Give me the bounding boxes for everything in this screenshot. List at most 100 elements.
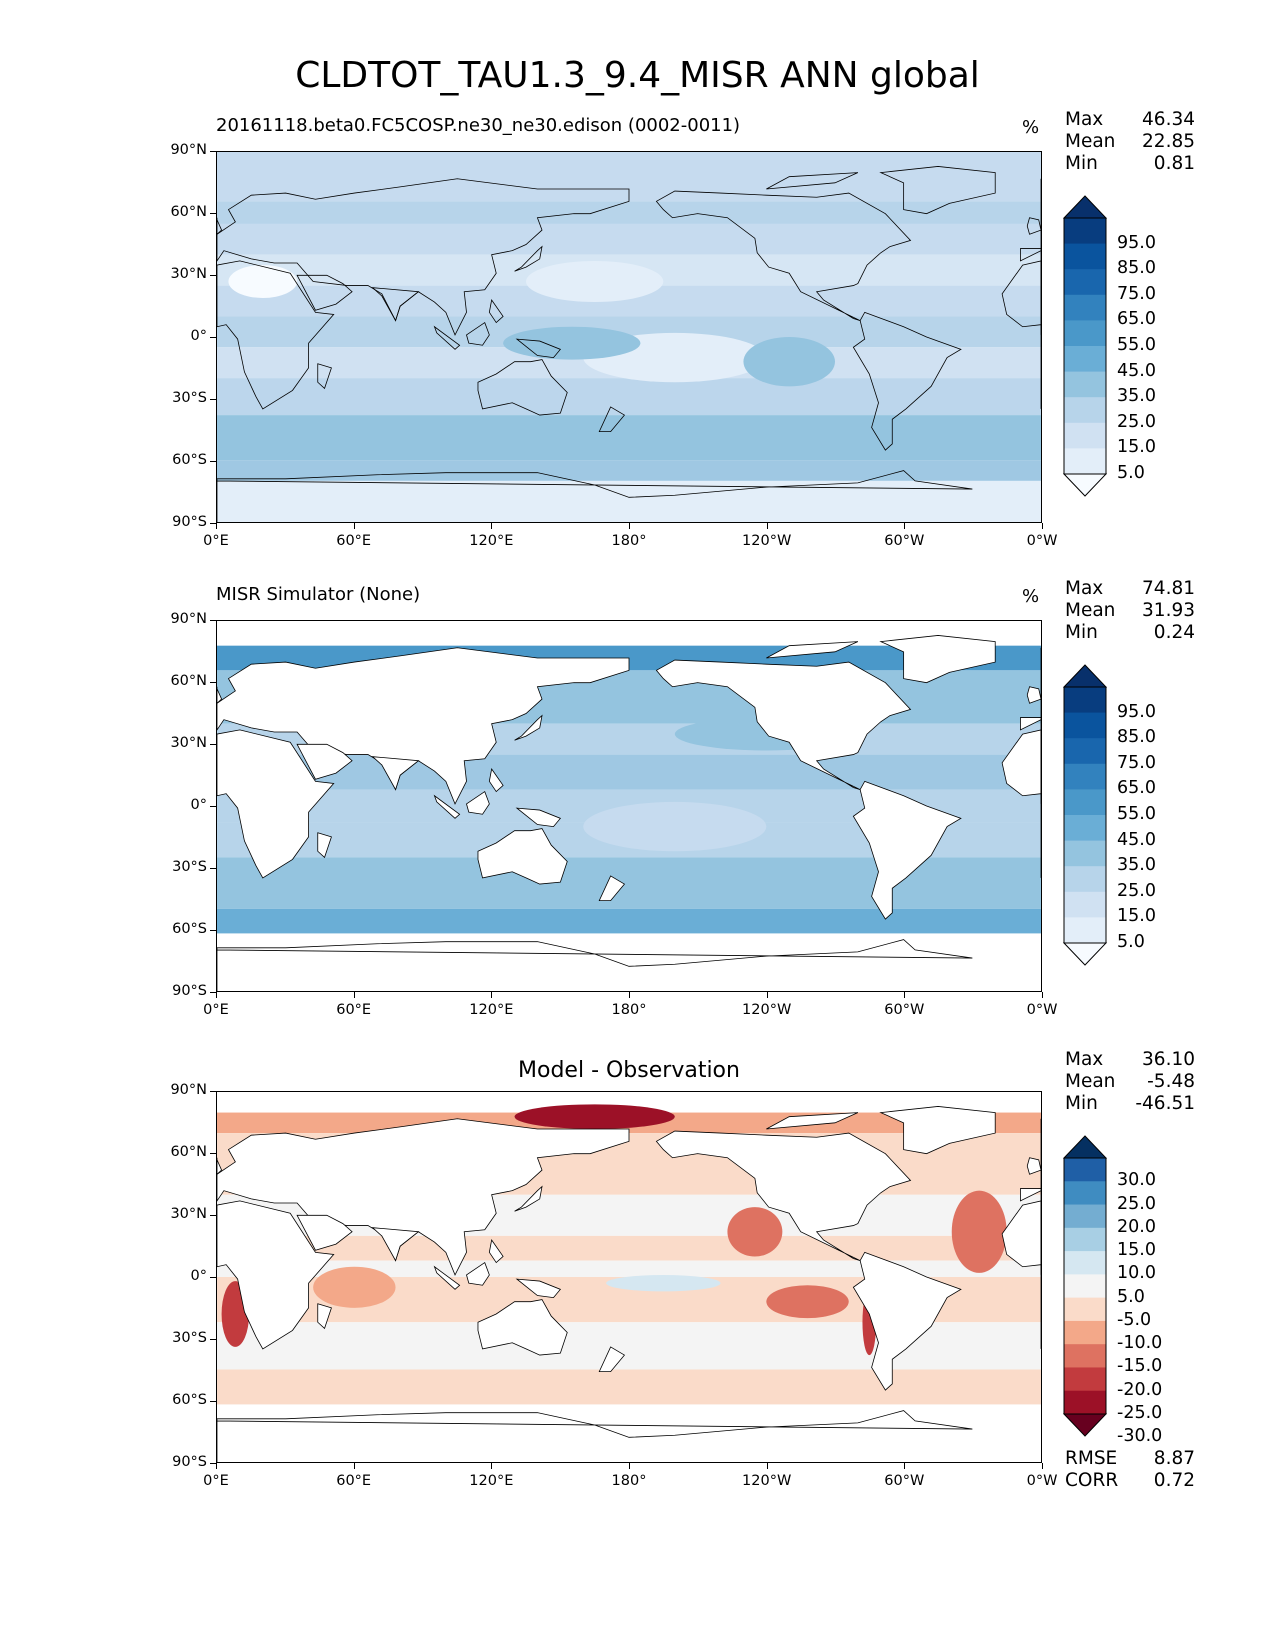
x-tick-label: 60°E: [336, 1473, 372, 1489]
colorbar-tick-label: -20.0: [1117, 1379, 1163, 1400]
coastline-japan: [514, 245, 543, 272]
y-tick-label: 60°N: [170, 673, 207, 689]
stat-value: 8.87: [1153, 1448, 1195, 1469]
colorbar-tick-label: 95.0: [1117, 701, 1156, 722]
colorbar-tick-label: -10.0: [1117, 1333, 1163, 1354]
stat-mean: Mean -5.48: [1065, 1071, 1195, 1093]
y-tick-label: 30°S: [172, 859, 207, 875]
y-tick-label: 30°S: [172, 390, 207, 406]
y-tick-label: 30°N: [170, 266, 207, 282]
colorbar-segment: [1064, 1227, 1106, 1252]
stat-rmse: RMSE 8.87: [1065, 1448, 1195, 1470]
map-diff: [216, 1091, 1042, 1463]
y-tick-label: 60°S: [172, 1392, 207, 1408]
colorbar-diff: [1063, 1135, 1107, 1437]
x-tick-label: 0°E: [203, 533, 229, 549]
x-tick-label: 60°E: [336, 533, 372, 549]
colorbar-tick-label: 25.0: [1117, 411, 1156, 432]
coastline-africa: [217, 1200, 335, 1350]
x-tick-label: 60°W: [884, 1002, 925, 1018]
y-tick-label: 90°S: [172, 1454, 207, 1470]
colorbar-segment: [1064, 917, 1106, 944]
y-tick-label: 30°N: [170, 1206, 207, 1222]
colorbar-segment: [1064, 1181, 1106, 1206]
colorbar-segment: [1064, 218, 1106, 245]
colorbar-extend-top: [1063, 664, 1107, 688]
stat-value: -46.51: [1135, 1093, 1195, 1114]
coastline-japan: [514, 1185, 543, 1212]
stat-value: 22.85: [1142, 131, 1195, 152]
colorbar-extend-top: [1063, 1135, 1107, 1159]
colorbar-segment: [1064, 738, 1106, 765]
stat-value: 0.81: [1153, 153, 1195, 174]
y-tick-mark: [210, 620, 216, 621]
colorbar-obs: [1063, 664, 1107, 966]
stat-key: RMSE: [1065, 1448, 1118, 1469]
x-tick-label: 120°E: [469, 1473, 514, 1489]
coastline-nz: [598, 1346, 626, 1372]
colorbar-tick-label: -30.0: [1117, 1426, 1163, 1447]
x-tick-mark: [629, 992, 630, 998]
x-tick-mark: [491, 992, 493, 998]
coastline-africa: [1001, 1200, 1041, 1349]
colorbar-segment: [1064, 294, 1106, 321]
colorbar-segment: [1064, 422, 1106, 449]
coastline-australia: [477, 828, 568, 885]
coastline-nz: [598, 875, 626, 901]
colorbar-segment: [1064, 1274, 1106, 1299]
stat-min: Min 0.24: [1065, 622, 1195, 644]
colorbar-tick-label: 35.0: [1117, 386, 1156, 407]
stat-key: Min: [1065, 1093, 1098, 1114]
colorbar-segment: [1064, 1367, 1106, 1392]
stat-min: Min 0.81: [1065, 153, 1195, 175]
y-tick-mark: [210, 744, 216, 745]
x-tick-mark: [491, 523, 493, 529]
panel-left-label: 20161118.beta0.FC5COSP.ne30_ne30.edison …: [216, 115, 741, 136]
colorbar-segment: [1064, 789, 1106, 816]
x-tick-mark: [629, 1463, 630, 1469]
colorbar-extend-bottom: [1063, 1413, 1107, 1437]
colorbar-segment: [1064, 763, 1106, 790]
colorbar-tick-label: -15.0: [1117, 1356, 1163, 1377]
colorbar-tick-label: 25.0: [1117, 1193, 1156, 1214]
stat-min: Min -46.51: [1065, 1093, 1195, 1115]
colorbar-tick-label: 75.0: [1117, 283, 1156, 304]
colorbar-segment: [1064, 891, 1106, 918]
colorbar-tick-label: 5.0: [1117, 1286, 1145, 1307]
y-tick-mark: [210, 806, 216, 807]
y-tick-label: 0°: [190, 797, 207, 813]
colorbar-tick-label: 10.0: [1117, 1263, 1156, 1284]
colorbar-tick-label: -5.0: [1117, 1309, 1152, 1330]
coastline-india: [371, 756, 420, 791]
coastline-namerica: [655, 1130, 912, 1261]
y-tick-label: 60°N: [170, 204, 207, 220]
x-tick-mark: [353, 992, 355, 998]
colorbar-tick-label: 85.0: [1117, 258, 1156, 279]
colorbar-segment: [1064, 346, 1106, 373]
coastline-samerica: [852, 311, 962, 451]
coastline-philippines: [488, 767, 504, 793]
colorbar-tick-label: 95.0: [1117, 232, 1156, 253]
y-tick-label: 0°: [190, 328, 207, 344]
y-tick-label: 60°S: [172, 921, 207, 937]
x-tick-mark: [1042, 992, 1043, 998]
coastline-eurasia: [1020, 647, 1041, 804]
y-tick-mark: [210, 1277, 216, 1278]
x-tick-label: 0°E: [203, 1473, 229, 1489]
stat-value: -5.48: [1147, 1071, 1195, 1092]
stat-key: Min: [1065, 153, 1098, 174]
colorbar-segment: [1064, 320, 1106, 347]
coastline-namerica: [655, 190, 912, 321]
colorbar-tick-label: 30.0: [1117, 1170, 1156, 1191]
x-tick-label: 60°W: [884, 1473, 925, 1489]
map-plot-obs: [217, 621, 1041, 991]
x-tick-label: 180°: [611, 1473, 647, 1489]
coastline-borneo: [466, 790, 490, 815]
y-tick-mark: [210, 992, 216, 993]
y-tick-mark: [210, 930, 216, 931]
coastline-uk: [217, 1157, 223, 1175]
y-tick-label: 30°N: [170, 735, 207, 751]
coastline-antarctica: [217, 939, 973, 991]
colorbar-extend-bottom: [1063, 473, 1107, 497]
colorbar-segment: [1064, 1344, 1106, 1368]
